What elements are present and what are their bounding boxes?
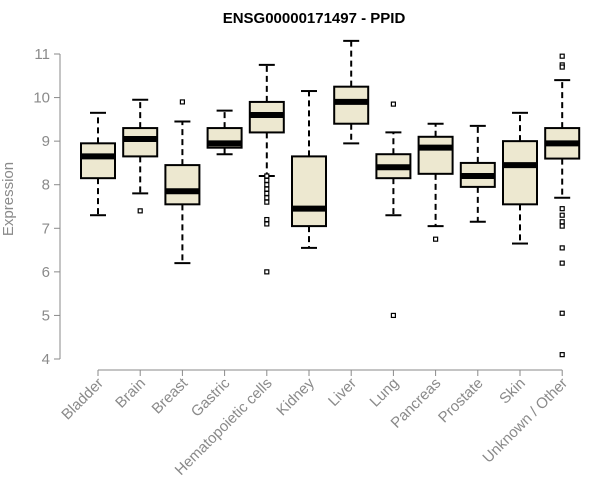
x-tick-label: Bladder: [58, 375, 107, 424]
box-group: [206, 109, 243, 156]
y-tick-label: 11: [34, 46, 50, 63]
outlier-point: [264, 195, 270, 201]
outlier-point: [559, 352, 565, 358]
outlier-point: [433, 236, 439, 242]
outlier-point: [559, 64, 565, 70]
iqr-box: [333, 85, 370, 125]
iqr-box: [122, 127, 159, 158]
outlier-point: [559, 53, 565, 59]
y-axis: 4 5 6 7 8 9 10 11: [33, 46, 61, 368]
iqr-box: [502, 140, 538, 206]
y-tick-label: 8: [42, 177, 50, 194]
box-group: [459, 124, 496, 223]
box-group: [80, 111, 116, 217]
outlier-point: [559, 260, 565, 266]
x-tick-label: Breast: [149, 374, 192, 417]
x-tick-label: Liver: [325, 375, 360, 410]
y-tick-label: 9: [42, 133, 50, 150]
box-group: [544, 53, 581, 358]
y-tick-label: 10: [33, 90, 50, 107]
x-tick-label: Lung: [367, 375, 403, 411]
outlier-point: [559, 219, 565, 225]
box-group: [164, 99, 201, 265]
outlier-point: [137, 208, 143, 214]
box-group: [122, 98, 159, 214]
outlier-point: [559, 212, 565, 218]
x-tick-label: Brain: [112, 375, 149, 412]
outlier-point: [390, 312, 396, 319]
x-tick-label: Kidney: [273, 374, 318, 419]
y-tick-label: 7: [42, 220, 50, 237]
outlier-point: [559, 245, 565, 251]
boxes-layer: [80, 39, 581, 358]
y-tick-label: 4: [42, 351, 50, 368]
iqr-box: [291, 155, 327, 228]
chart-title: ENSG00000171497 - PPID: [223, 10, 406, 27]
outlier-point: [264, 177, 270, 183]
x-tick-label: Skin: [496, 375, 529, 408]
outlier-point: [264, 173, 270, 179]
box-group: [502, 111, 538, 245]
box-group: [248, 63, 285, 275]
iqr-box: [80, 142, 116, 180]
box-group: [375, 101, 412, 319]
outlier-point: [179, 99, 185, 105]
box-group: [417, 122, 454, 242]
outlier-point: [559, 223, 565, 229]
outlier-point: [559, 310, 565, 316]
y-tick-label: 6: [42, 264, 50, 281]
x-tick-label: Prostate: [435, 375, 487, 427]
outlier-point: [264, 190, 270, 197]
outlier-point: [559, 206, 565, 212]
outlier-point: [264, 182, 270, 188]
outlier-point: [264, 186, 270, 192]
outlier-point: [390, 101, 396, 107]
iqr-box: [164, 164, 201, 206]
iqr-box: [417, 135, 454, 175]
outlier-point: [264, 216, 270, 223]
outlier-point: [264, 269, 270, 275]
outlier-point: [264, 199, 270, 205]
box-group: [291, 90, 327, 249]
outlier-point: [264, 221, 270, 227]
y-axis-label: Expression: [0, 162, 17, 236]
y-tick-label: 5: [42, 307, 50, 324]
box-group: [333, 39, 370, 145]
